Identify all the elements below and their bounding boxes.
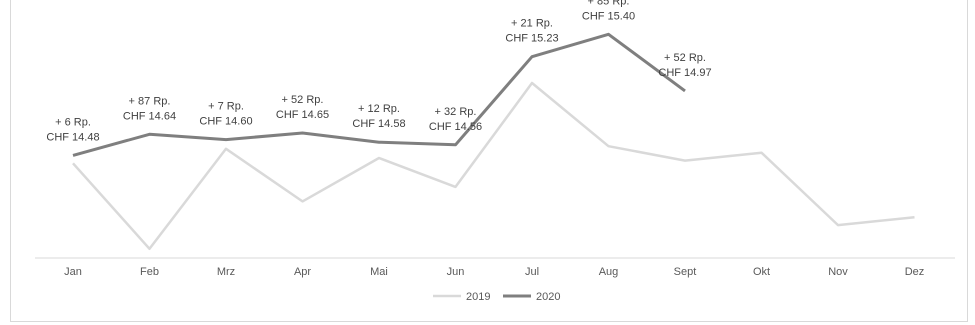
data-label-change: + 6 Rp. [55, 116, 91, 128]
x-tick-label: Okt [753, 266, 770, 278]
data-label-value: CHF 15.40 [582, 10, 635, 22]
data-label-value: CHF 14.64 [123, 110, 176, 122]
data-label-change: + 52 Rp. [282, 94, 324, 106]
data-labels: + 6 Rp. CHF 14.48 + 87 Rp. CHF 14.64 + 7 Rp.… [46, 0, 711, 143]
x-tick-label: Jan [64, 266, 82, 278]
data-label-value: CHF 14.48 [46, 131, 99, 143]
data-label-change: + 87 Rp. [129, 95, 171, 107]
x-tick-label: Sept [674, 266, 697, 278]
data-label-change: + 32 Rp. [435, 106, 477, 118]
data-label-value: CHF 14.58 [352, 118, 405, 130]
x-tick-label: Nov [828, 266, 848, 278]
data-label-change: + 52 Rp. [664, 52, 706, 64]
data-label-value: CHF 14.97 [658, 67, 711, 79]
data-label-value: CHF 14.56 [429, 121, 482, 133]
data-label-value: CHF 14.60 [199, 116, 252, 128]
x-tick-label: Apr [294, 266, 311, 278]
data-label-value: CHF 14.65 [276, 109, 329, 121]
x-tick-label: Mai [370, 266, 388, 278]
x-tick-label: Mrz [217, 266, 235, 278]
data-label-change: + 85 Rp. [588, 0, 630, 7]
x-tick-label: Feb [140, 266, 159, 278]
data-label-change: + 21 Rp. [511, 18, 553, 30]
legend: 2019 2020 [433, 291, 560, 303]
data-label-change: + 12 Rp. [358, 103, 400, 115]
x-tick-label: Dez [905, 266, 925, 278]
legend-label-2020: 2020 [536, 291, 560, 303]
data-label-change: + 7 Rp. [208, 101, 244, 113]
x-tick-label: Jul [525, 266, 539, 278]
x-tick-label: Jun [447, 266, 465, 278]
chart-frame [10, 0, 968, 322]
series-line-2020 [72, 32, 686, 157]
series-line-2019 [72, 81, 915, 251]
x-tick-label: Aug [599, 266, 619, 278]
data-label-value: CHF 15.23 [505, 33, 558, 45]
legend-label-2019: 2019 [466, 291, 490, 303]
series-lines [72, 32, 915, 251]
x-tick-labels: Jan Feb Mrz Apr Mai Jun Jul Aug Sept Okt Nov Dez [64, 266, 924, 278]
